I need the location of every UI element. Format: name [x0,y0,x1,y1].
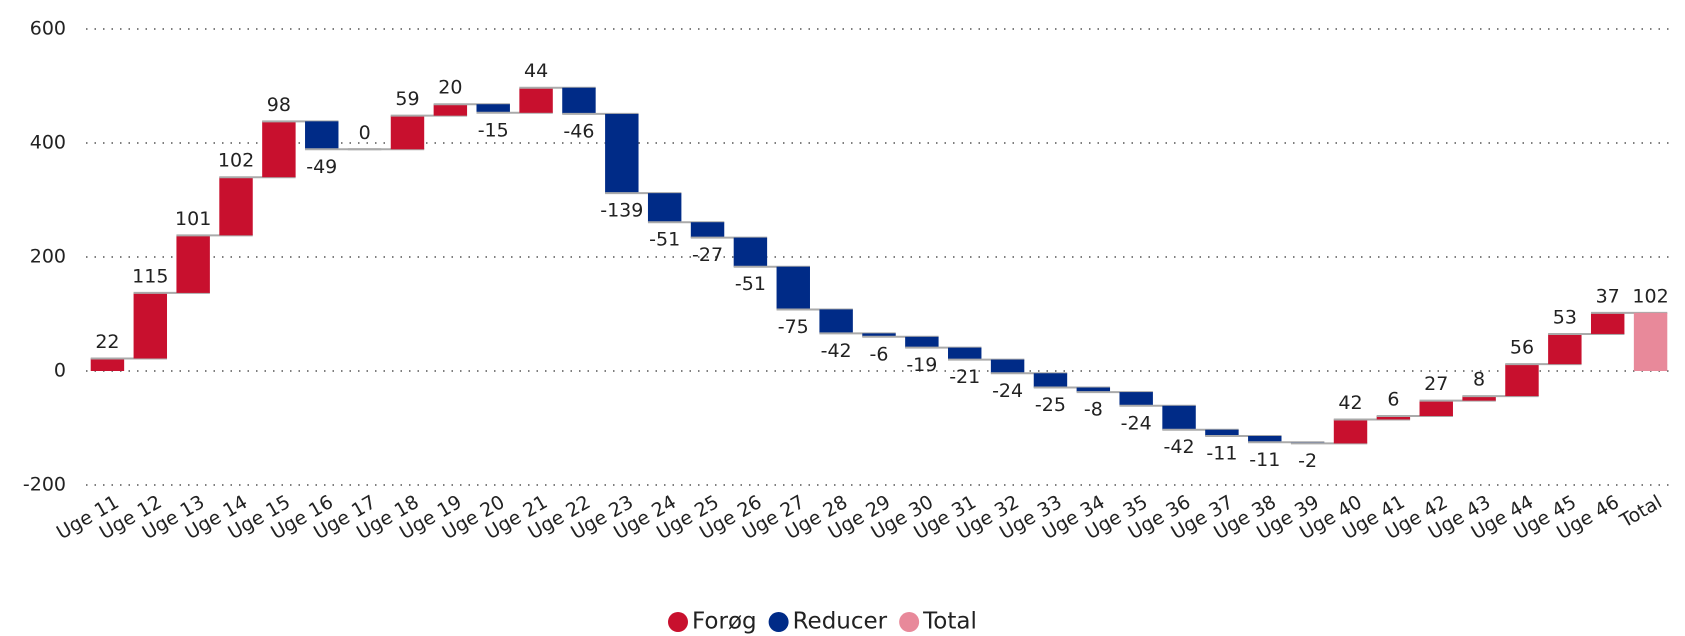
data-label: 102 [1632,285,1668,307]
bar [1590,312,1625,334]
bar [176,235,210,293]
data-label: 22 [95,331,119,353]
data-label: 115 [132,265,168,287]
legend-label: Total [922,609,977,635]
data-label: -51 [735,273,766,295]
data-label: 102 [218,150,254,172]
data-label: 101 [175,208,211,230]
bar [905,336,939,348]
data-label: 8 [1473,369,1485,391]
bar [1462,396,1496,401]
data-label: 20 [438,77,462,99]
bar [1548,333,1582,365]
data-label: -42 [821,340,852,362]
data-label: -2 [1298,450,1317,472]
bar [776,266,810,310]
bar [1505,364,1539,397]
x-tick-label: Total [1616,491,1666,533]
bar [476,104,510,113]
data-label: 56 [1510,337,1534,359]
bar [1248,435,1282,443]
data-label: -6 [870,343,889,365]
bar [219,177,253,236]
bar [433,104,468,116]
bar [90,358,125,371]
data-label: -11 [1206,442,1237,464]
bar [647,193,682,223]
bar [1162,405,1196,430]
data-label: -49 [306,156,337,178]
data-label: 98 [267,94,291,116]
data-label: -15 [478,119,509,141]
bar [990,359,1025,374]
y-tick-label: 0 [54,360,66,382]
y-tick-label: -200 [23,474,66,496]
y-tick-label: 600 [30,18,66,40]
bar [133,292,168,359]
legend-label: Forøg [692,609,757,635]
bar [262,121,296,178]
data-label: 44 [524,60,548,82]
data-label: -139 [600,200,643,222]
bar [862,333,896,337]
bar [1376,416,1411,420]
bar [1033,373,1068,388]
bar [948,347,982,360]
data-label: 0 [359,122,371,144]
bar [1633,312,1668,371]
bar [605,113,639,194]
data-label: -24 [1121,412,1152,434]
bar [390,115,425,150]
legend-marker [768,612,789,632]
data-label: -25 [1035,394,1066,416]
bar [1333,419,1368,444]
data-label: -19 [906,354,937,376]
bar [733,237,768,267]
bar [1119,392,1153,406]
data-label: -21 [949,366,980,388]
data-label: -75 [778,316,809,338]
data-label: -24 [992,380,1023,402]
data-label: -27 [692,244,723,266]
data-label: 53 [1553,306,1577,328]
data-label: -42 [1164,436,1195,458]
legend-marker [668,612,688,632]
bar [1419,400,1453,417]
bar [819,309,853,334]
data-label: 59 [395,88,419,110]
legend-marker [899,612,920,632]
data-label: -46 [563,120,594,142]
legend-label: Reducer [793,609,888,635]
bar [562,87,596,114]
data-label: 6 [1387,389,1399,411]
bar [1205,429,1239,436]
data-label: -11 [1249,449,1280,471]
bar [690,222,725,238]
data-label: -8 [1084,399,1103,421]
y-tick-label: 200 [30,246,66,268]
bar [1076,387,1111,393]
data-label: 42 [1338,392,1362,414]
data-label: 27 [1424,373,1448,395]
bar [519,87,553,113]
data-label: 37 [1596,285,1620,307]
bar [305,121,339,150]
data-label: -51 [649,229,680,251]
y-tick-label: 400 [30,132,66,154]
